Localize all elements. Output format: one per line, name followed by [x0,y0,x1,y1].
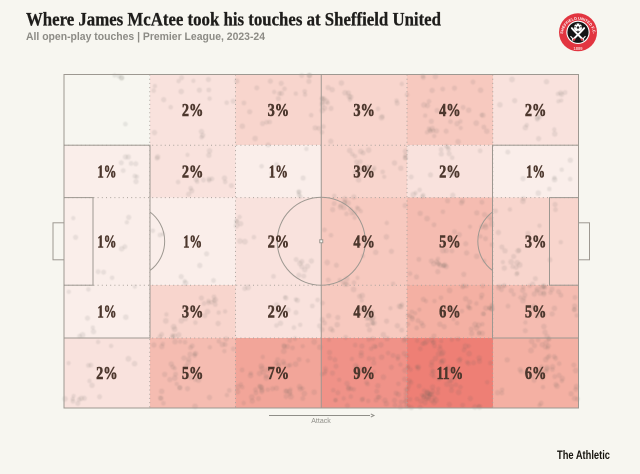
svg-text:Where James McAtee took his to: Where James McAtee took his touches at S… [26,10,441,31]
svg-text:2%: 2% [182,100,204,120]
svg-text:4%: 4% [353,231,375,251]
svg-text:2%: 2% [96,363,118,383]
svg-text:The Athletic: The Athletic [557,450,610,462]
svg-text:1%: 1% [269,161,288,181]
svg-text:6%: 6% [525,363,547,383]
svg-text:2%: 2% [268,231,290,251]
svg-text:4%: 4% [439,100,461,120]
svg-text:2%: 2% [268,302,290,322]
svg-text:1%: 1% [97,231,116,251]
svg-text:All open-play touches | Premie: All open-play touches | Premier League, … [26,31,266,43]
svg-text:7%: 7% [268,363,290,383]
svg-text:1%: 1% [183,231,202,251]
svg-text:5%: 5% [439,231,461,251]
svg-text:Attack: Attack [311,418,331,425]
svg-text:3%: 3% [353,161,375,181]
svg-text:5%: 5% [182,363,204,383]
svg-text:1%: 1% [97,161,116,181]
svg-text:3%: 3% [525,231,547,251]
svg-text:5%: 5% [525,302,547,322]
svg-text:11%: 11% [437,363,464,383]
svg-text:3%: 3% [268,100,290,120]
svg-text:2%: 2% [525,100,547,120]
svg-text:2%: 2% [182,161,204,181]
svg-text:2%: 2% [439,161,461,181]
svg-text:1%: 1% [97,302,116,322]
svg-text:4%: 4% [353,302,375,322]
svg-text:1%: 1% [526,161,545,181]
svg-text:9%: 9% [353,363,375,383]
svg-text:1889: 1889 [573,46,583,51]
svg-text:6%: 6% [439,302,461,322]
svg-text:3%: 3% [353,100,375,120]
svg-text:3%: 3% [182,302,204,322]
